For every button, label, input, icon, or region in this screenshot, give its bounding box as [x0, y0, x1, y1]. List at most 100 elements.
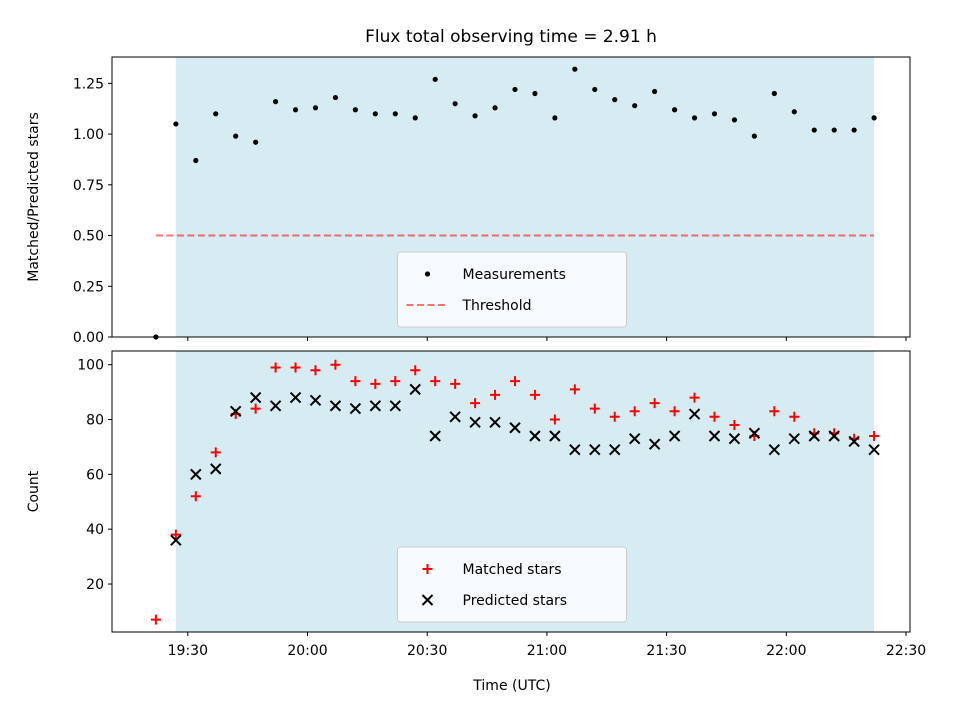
measurement-point	[452, 101, 458, 107]
matched-point	[669, 406, 680, 417]
measurement-point	[771, 90, 777, 97]
measurement-point	[572, 66, 578, 72]
measurement-point	[472, 113, 478, 119]
y-tick-label: 0.00	[73, 330, 104, 346]
matched-point	[869, 430, 880, 441]
y-tick-label: 20	[86, 577, 104, 593]
matched-point	[170, 529, 181, 540]
measurement-point	[193, 157, 199, 164]
x-tick-label: 20:30	[407, 643, 447, 659]
measurement-point	[791, 109, 797, 115]
matched-point	[290, 362, 301, 373]
measurement-point	[332, 94, 339, 101]
legend-label: Predicted stars	[463, 593, 568, 609]
axes-frame	[111, 56, 911, 338]
measurement-point	[711, 111, 718, 117]
predicted-point	[688, 408, 701, 420]
matched-point	[450, 378, 461, 389]
matched-point	[549, 414, 560, 425]
predicted-point	[469, 416, 481, 428]
predicted-point	[229, 405, 242, 418]
predicted-point	[369, 400, 382, 412]
bottom-axes: 20 40 60 80 100 19:30 20:00 20:30 21:00 21:30 22:0…	[26, 350, 926, 694]
x-tick-label: 21:00	[527, 643, 567, 659]
y-axis-label: Count	[26, 470, 42, 512]
matched-point	[150, 614, 161, 625]
x-tick-label: 19:30	[168, 643, 208, 659]
predicted-point	[668, 430, 681, 442]
matched-point	[689, 392, 700, 403]
matched-point	[509, 376, 520, 387]
matched-point	[729, 420, 740, 431]
predicted-point	[848, 435, 860, 448]
measurement-point	[312, 105, 319, 111]
predicted-point	[768, 443, 781, 456]
measurement-point	[612, 97, 618, 103]
predicted-point	[329, 400, 342, 412]
y-tick-label: 0.50	[73, 229, 104, 245]
legend-matched-marker	[422, 564, 433, 574]
measurement-point	[652, 88, 658, 95]
legend: Matched stars Predicted stars	[397, 546, 627, 623]
predicted-point	[569, 443, 581, 456]
measurement-point	[213, 111, 219, 117]
y-tick-label: 60	[86, 467, 104, 483]
matched-point	[490, 389, 501, 400]
top-axes: 0.00 0.25 0.50 0.75 1.00 1.25 Matched/Predicte…	[26, 56, 911, 346]
predicted-point	[868, 443, 880, 456]
matched-point	[529, 389, 540, 400]
predicted-point	[808, 430, 820, 442]
figure-title: Flux total observing time = 2.91 h	[365, 27, 657, 47]
y-tick-label: 80	[86, 413, 104, 429]
predicted-point	[748, 427, 761, 439]
y-tick-label: 40	[86, 522, 104, 538]
predicted-point	[409, 383, 421, 396]
predicted-point	[609, 443, 621, 456]
matched-point	[430, 376, 441, 387]
predicted-point	[489, 416, 501, 428]
measurement-point	[173, 121, 179, 127]
predicted-point	[429, 430, 441, 442]
axes-frame	[111, 350, 911, 633]
measurement-point	[492, 105, 498, 111]
measurement-point	[632, 103, 638, 109]
predicted-point	[529, 430, 541, 442]
legend-predicted-marker	[421, 594, 434, 606]
measurement-point	[292, 107, 299, 113]
predicted-point	[788, 433, 800, 445]
predicted-point	[249, 391, 262, 404]
predicted-point	[190, 468, 202, 481]
x-axis-label: Time (UTC)	[472, 678, 550, 694]
legend-label: Measurements	[463, 267, 566, 283]
matched-point	[789, 411, 800, 422]
measurement-point	[731, 117, 738, 123]
y-tick-label: 0.25	[73, 279, 104, 295]
legend-box	[397, 546, 627, 623]
predicted-point	[628, 433, 641, 445]
x-tick-label: 22:00	[766, 643, 806, 659]
legend-label: Matched stars	[463, 562, 562, 578]
matched-point	[370, 378, 381, 389]
matched-point	[629, 406, 640, 417]
predicted-point	[269, 400, 282, 412]
matched-point	[569, 384, 580, 395]
y-tick-label: 100	[77, 358, 104, 374]
predicted-point	[170, 534, 182, 546]
matched-point	[769, 406, 780, 417]
predicted-point	[289, 391, 302, 404]
matched-point	[250, 403, 261, 414]
predicted-point	[589, 443, 601, 456]
measurement-point	[871, 115, 877, 121]
measurement-point	[851, 127, 857, 133]
measurement-point	[552, 115, 558, 121]
matched-point	[649, 398, 660, 409]
x-tick-label: 22:30	[886, 643, 926, 659]
predicted-point	[349, 402, 362, 415]
measurement-point	[811, 127, 817, 133]
predicted-point	[728, 433, 741, 445]
predicted-point	[449, 411, 461, 423]
predicted-point	[648, 438, 661, 450]
measurement-point	[272, 99, 279, 105]
predicted-point	[389, 400, 401, 412]
